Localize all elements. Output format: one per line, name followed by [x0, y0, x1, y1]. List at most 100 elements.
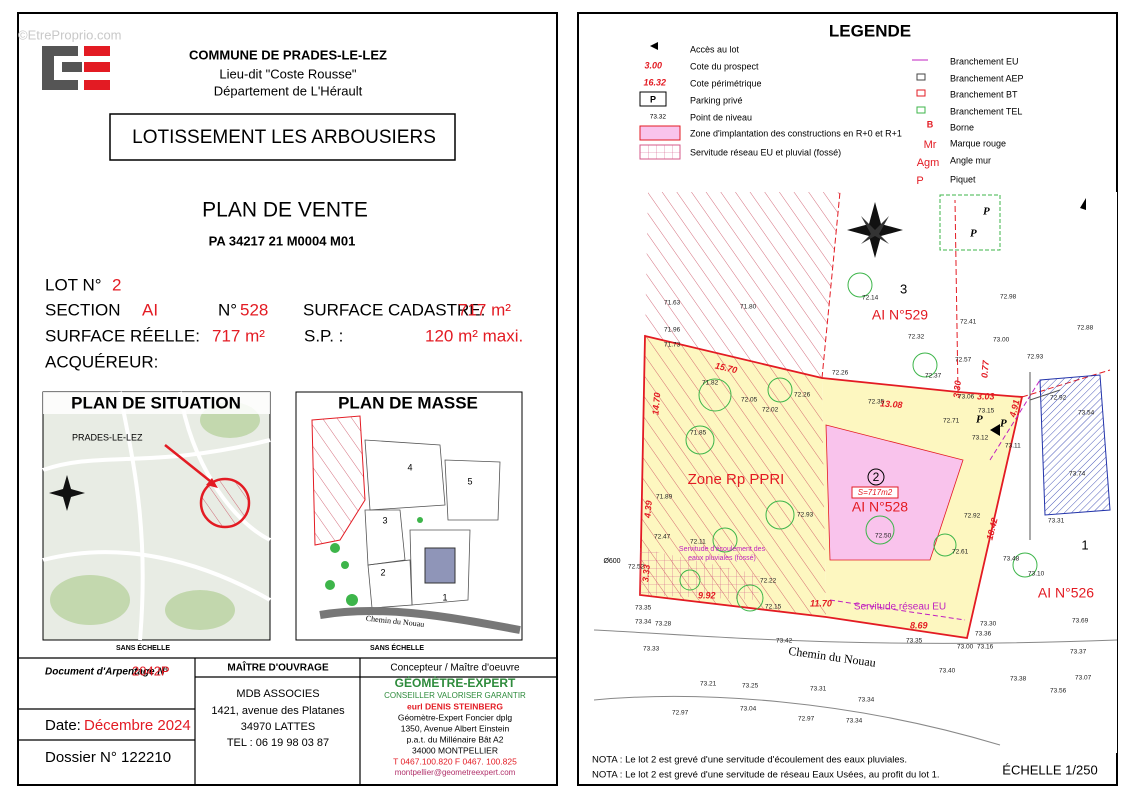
spot-height: 72.97	[798, 716, 815, 723]
legend-label: Piquet	[950, 174, 976, 184]
masse-lot: 3	[382, 515, 387, 525]
shape	[364, 439, 446, 511]
spot-height: 73.34	[846, 718, 863, 725]
spot-height: 72.05	[741, 397, 758, 404]
owner-tel: TEL : 06 19 98 03 87	[227, 737, 329, 749]
dimension: 3.30	[951, 380, 962, 398]
spot-height: 72.47	[654, 534, 671, 541]
masse-trees	[325, 517, 423, 606]
shape	[42, 46, 78, 90]
shape	[765, 500, 795, 530]
spot-height: 72.37	[925, 373, 942, 380]
plan	[594, 192, 1117, 753]
dimension: 8.69	[910, 620, 928, 630]
legend-label: Accès au lot	[690, 44, 740, 54]
legend-symbol: 73.32	[650, 114, 667, 121]
lot3-parking-zone	[939, 194, 1001, 251]
legend-label: Borne	[950, 122, 974, 132]
masse-road	[319, 606, 521, 634]
spot-height: 73.36	[975, 631, 992, 638]
designer-firm: eurl DENIS STEINBERG	[407, 701, 503, 711]
spot-height: 72.92	[964, 513, 981, 520]
legend-bt	[916, 89, 926, 97]
masse-lot: 1	[442, 592, 447, 602]
legend-label: Servitude réseau EU et pluvial (fossé)	[690, 147, 841, 157]
upper-ppri	[645, 192, 840, 378]
legend-label: Branchement BT	[950, 89, 1018, 99]
note: NOTA : Le lot 2 est grevé d'une servitud…	[592, 770, 940, 781]
shape	[118, 391, 145, 641]
spot-height: 73.34	[635, 619, 652, 626]
spot-height: 72.52	[628, 564, 645, 571]
shape	[62, 62, 82, 72]
reference: PA 34217 21 M0004 M01	[209, 233, 356, 248]
legend-label: Branchement AEP	[950, 73, 1024, 83]
dimension: 3.03	[977, 391, 995, 401]
servitude-ep-zone	[640, 548, 760, 600]
spot-height: 71.80	[740, 304, 757, 311]
spot-height: 72.26	[794, 392, 811, 399]
dimension: 14.70	[650, 392, 662, 415]
spot-height: 72.11	[690, 539, 706, 546]
masse-title: PLAN DE MASSE	[338, 393, 478, 412]
dimension: 3.33	[640, 564, 651, 582]
spot-height: 73.35	[906, 638, 923, 645]
masse-lots	[364, 439, 501, 609]
designer-brand: GÉOMÈTRE-EXPERT	[395, 675, 516, 690]
designer-slogan: CONSEILLER VALORISER GARANTIR	[384, 691, 526, 700]
situation-title-band	[43, 392, 270, 414]
shape	[50, 575, 130, 625]
spot-height: 72.32	[908, 334, 925, 341]
spot-height: 72.93	[1027, 354, 1044, 361]
spot-height: 73.54	[1078, 410, 1095, 417]
spot-height: 72.22	[760, 578, 777, 585]
spot-height: 73.06	[958, 394, 975, 401]
legend-title: LEGENDE	[829, 21, 911, 40]
dimension: 13.08	[880, 398, 903, 410]
masse-scale: SANS ÉCHELLE	[370, 643, 424, 652]
spot-height: 73.07	[1075, 675, 1092, 682]
parking: P	[976, 414, 983, 426]
spot-height: 73.12	[972, 435, 989, 442]
ppri-zone	[640, 336, 826, 617]
servitude-eu: Servitude réseau EU	[854, 602, 946, 613]
watermark: ©EtreProprio.com	[18, 27, 122, 42]
commune: COMMUNE DE PRADES-LE-LEZ	[189, 47, 387, 62]
shape	[912, 352, 938, 378]
servitude-ep: eaux pluviales (fossé)	[688, 555, 756, 562]
spot-height: 72.57	[955, 357, 972, 364]
legend-symbol-access	[650, 42, 658, 50]
road-edges	[594, 629, 1117, 746]
date: Décembre 2024	[84, 717, 191, 734]
shape	[417, 517, 423, 523]
shape	[84, 46, 110, 90]
scale: ÉCHELLE 1/250	[1002, 762, 1097, 777]
spot-height: 71.96	[664, 327, 681, 334]
lot1-walls	[1029, 372, 1061, 540]
lot2-boundary	[639, 334, 1024, 640]
spot-height: 73.42	[776, 638, 793, 645]
section-label: SECTION	[45, 300, 121, 319]
situation-scale: SANS ÉCHELLE	[116, 643, 170, 652]
dimension: 0.77	[979, 359, 991, 378]
legend-symbol: 3.00	[644, 60, 662, 70]
departement: Département de L'Hérault	[214, 83, 363, 98]
spot-height: 72.61	[952, 549, 969, 556]
lot2-area: S=717m2	[858, 488, 893, 497]
spot-height: 73.40	[939, 668, 956, 675]
legend-symbol: 16.32	[643, 77, 666, 87]
lieu-dit: Lieu-dit "Coste Rousse"	[219, 66, 357, 81]
north-arrow-diagonals	[861, 216, 889, 244]
spot-height: 72.15	[765, 604, 782, 611]
spot-height: 73.28	[655, 621, 672, 628]
sp: 120 m² maxi.	[425, 326, 523, 345]
situation-arrow	[164, 444, 216, 486]
parking: P	[983, 206, 990, 218]
legend-symbol: P	[650, 94, 656, 104]
spot-height: 72.97	[672, 710, 689, 717]
acquereur-label: ACQUÉREUR:	[45, 352, 158, 371]
legend-servitude-swatch	[639, 144, 681, 160]
legend-tel	[916, 106, 926, 114]
designer-phone: T 0467.100.820 F 0467. 100.825	[393, 756, 517, 766]
